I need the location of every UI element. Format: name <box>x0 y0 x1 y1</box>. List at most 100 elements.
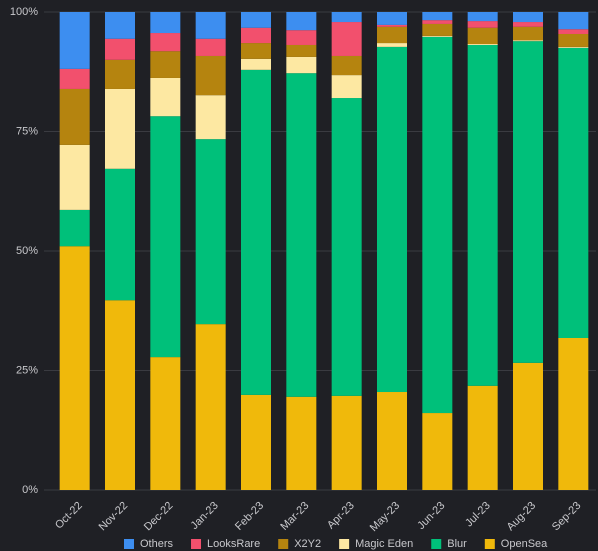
x-tick-label: Jun-23 <box>415 500 447 532</box>
x-tick-label: Jan-23 <box>189 500 221 532</box>
bar-segment <box>150 77 181 117</box>
bar-segment <box>422 23 453 36</box>
x-tick-label: Dec-22 <box>142 500 176 534</box>
bar-segment <box>377 12 407 25</box>
x-tick-label: Aug-23 <box>505 500 539 534</box>
bar-segment <box>150 51 181 78</box>
bar-segment <box>377 43 407 47</box>
legend-swatch <box>431 539 442 549</box>
y-tick-label: 100% <box>10 6 38 18</box>
bar-segment <box>331 395 362 490</box>
bar-segment <box>331 98 362 396</box>
bar-segment <box>558 33 589 47</box>
bar-segment <box>377 24 407 27</box>
bar-segment <box>467 44 498 386</box>
bar-segment <box>105 38 135 60</box>
bar-segment <box>59 88 90 145</box>
bar-segment <box>467 12 498 22</box>
bar-segment <box>286 396 317 490</box>
y-tick-label: 25% <box>16 364 38 376</box>
bar-segment <box>377 46 407 393</box>
x-tick-label: Jul-23 <box>463 500 493 530</box>
bar-segment <box>105 300 135 490</box>
legend-label: Others <box>140 538 174 550</box>
bar-segment <box>558 337 589 490</box>
bar-segment <box>241 69 271 395</box>
legend-label: OpenSea <box>501 538 548 550</box>
x-tick-label: Mar-23 <box>278 500 311 533</box>
legend-label: Magic Eden <box>355 538 413 550</box>
bar-segment <box>150 357 181 490</box>
bar-segment <box>558 29 589 34</box>
bar-segment <box>195 139 226 325</box>
bar-segment <box>558 47 589 338</box>
bar-segment <box>105 168 135 301</box>
legend-swatch <box>278 539 289 549</box>
bar-segment <box>195 324 226 490</box>
bar-segment <box>513 22 543 27</box>
bar-segment <box>467 27 498 45</box>
bar-segment <box>331 55 362 76</box>
bar-segment <box>286 56 317 74</box>
legend-swatch <box>339 539 350 549</box>
bar-segment <box>331 22 362 56</box>
legend-label: LooksRare <box>207 538 260 550</box>
bar-segment <box>286 73 317 397</box>
bar-segment <box>195 95 226 140</box>
bar-segment <box>241 12 271 28</box>
bar-segment <box>513 41 543 363</box>
bar-segment <box>195 55 226 96</box>
y-tick-label: 75% <box>16 125 38 137</box>
bar-segment <box>331 12 362 23</box>
bar-segment <box>513 362 543 490</box>
x-tick-label: Feb-23 <box>233 500 266 533</box>
bar-segment <box>59 144 90 210</box>
bar-segment <box>59 246 90 490</box>
bar-segment <box>286 30 317 45</box>
bar-segment <box>513 40 543 42</box>
bar-segment <box>422 12 453 21</box>
x-tick-label: Nov-22 <box>97 500 131 534</box>
bar-segment <box>422 35 453 37</box>
bar-segment <box>513 26 543 41</box>
bar-segment <box>467 21 498 28</box>
bar-segment <box>241 58 271 70</box>
bar-segment <box>377 392 407 490</box>
bar-segment <box>195 12 226 39</box>
legend-swatch <box>484 539 495 549</box>
bar-segment <box>558 12 589 30</box>
legend-label: Blur <box>447 538 467 550</box>
legend-swatch <box>191 539 202 549</box>
x-tick-label: Oct-22 <box>53 500 85 532</box>
x-tick-label: May-23 <box>368 500 402 534</box>
bar-segment <box>241 43 271 59</box>
bar-segment <box>241 394 271 490</box>
bar-segment <box>422 36 453 414</box>
bar-segment <box>422 413 453 490</box>
bar-segment <box>150 12 181 34</box>
bar-segment <box>59 209 90 247</box>
bar-segment <box>377 26 407 44</box>
bar-segment <box>558 46 589 48</box>
bar-segment <box>150 33 181 52</box>
legend-swatch <box>124 539 134 549</box>
bar-segment <box>241 27 271 44</box>
bar-segment <box>59 12 90 69</box>
legend-label: X2Y2 <box>294 538 321 550</box>
y-tick-label: 0% <box>22 484 38 496</box>
bar-segment <box>59 68 90 89</box>
y-tick-label: 50% <box>16 245 38 257</box>
bar-segment <box>105 88 135 169</box>
bar-segment <box>422 20 453 24</box>
bar-segment <box>105 12 135 39</box>
x-tick-label: Apr-23 <box>325 500 357 532</box>
bar-segment <box>286 44 317 57</box>
bar-segment <box>286 12 317 31</box>
bar-segment <box>331 75 362 99</box>
bar-segment <box>105 59 135 89</box>
bar-segment <box>150 116 181 358</box>
bar-segment <box>513 12 543 23</box>
x-tick-label: Sep-23 <box>550 500 584 534</box>
bar-segment <box>195 38 226 56</box>
